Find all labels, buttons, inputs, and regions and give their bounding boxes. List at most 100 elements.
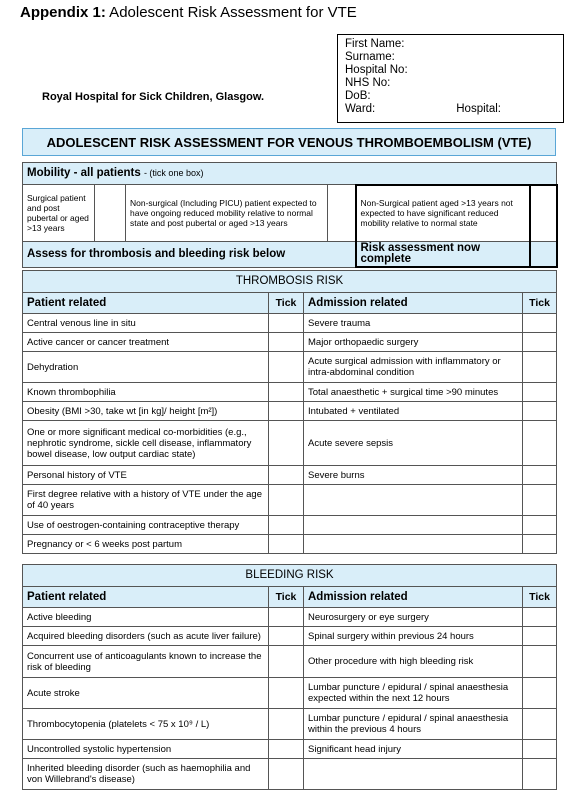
table-row: Uncontrolled systolic hypertension Signif… — [22, 739, 558, 759]
table-row: Active cancer or cancer treatment Major o… — [22, 332, 558, 352]
patient-risk-item: One or more significant medical co-morbi… — [22, 420, 269, 466]
col-admission-related: Admission related — [303, 292, 523, 314]
tick-box[interactable] — [268, 420, 304, 466]
col-tick: Tick — [268, 586, 304, 608]
assess-instruction: Assess for thrombosis and bleeding risk … — [22, 241, 356, 268]
bleeding-risk-title: BLEEDING RISK — [21, 564, 558, 587]
tick-box[interactable] — [268, 382, 304, 402]
tick-box[interactable] — [94, 184, 126, 242]
admission-risk-item: Neurosurgery or eye surgery — [303, 607, 523, 627]
table-row: Obesity (BMI >30, take wt [in kg]/ heigh… — [22, 401, 558, 421]
tick-box[interactable] — [521, 420, 558, 466]
admission-risk-item: Intubated + ventilated — [303, 401, 523, 421]
admission-risk-item: Severe trauma — [303, 313, 523, 333]
admission-risk-item — [303, 484, 523, 516]
table-row: Pregnancy or < 6 weeks post partum — [22, 534, 558, 554]
tick-box[interactable] — [521, 351, 558, 383]
patient-risk-item: Central venous line in situ — [22, 313, 269, 333]
tick-box[interactable] — [268, 758, 304, 790]
first-name-field[interactable]: First Name: — [345, 38, 405, 50]
tick-box[interactable] — [268, 332, 304, 352]
tick-box[interactable] — [268, 484, 304, 516]
patient-details-box: First Name: Surname: Hospital No: NHS No… — [337, 34, 564, 123]
table-row: Acquired bleeding disorders (such as acu… — [22, 626, 558, 646]
tick-box[interactable] — [521, 401, 558, 421]
tick-box[interactable] — [521, 465, 558, 485]
hospital-no-field[interactable]: Hospital No: — [345, 64, 408, 76]
admission-risk-item: Acute surgical admission with inflammato… — [303, 351, 523, 383]
tick-box[interactable] — [521, 382, 558, 402]
admission-risk-item: Spinal surgery within previous 24 hours — [303, 626, 523, 646]
col-tick: Tick — [268, 292, 304, 314]
tick-box[interactable] — [268, 401, 304, 421]
col-tick: Tick — [521, 586, 558, 608]
hospital-name: Royal Hospital for Sick Children, Glasgo… — [42, 91, 265, 103]
admission-risk-item: Severe burns — [303, 465, 523, 485]
tick-box[interactable] — [268, 626, 304, 646]
tick-box[interactable] — [268, 677, 304, 709]
table-row: One or more significant medical co-morbi… — [22, 420, 558, 466]
tick-box[interactable] — [268, 515, 304, 535]
tick-box[interactable] — [521, 313, 558, 333]
tick-box[interactable] — [268, 645, 304, 678]
patient-risk-item: Dehydration — [22, 351, 269, 383]
tick-box[interactable] — [521, 645, 558, 678]
assessment-complete-label: Risk assessment now complete — [354, 241, 531, 268]
mobility-option-surgical: Surgical patient and post pubertal or ag… — [22, 184, 95, 242]
tick-box[interactable] — [327, 184, 356, 242]
page-title: Appendix 1: Adolescent Risk Assessment f… — [20, 4, 357, 21]
admission-risk-item — [303, 515, 523, 535]
admission-risk-item: Significant head injury — [303, 739, 523, 759]
patient-risk-item: Uncontrolled systolic hypertension — [22, 739, 269, 759]
table-row: Personal history of VTE Severe burns — [22, 465, 558, 485]
tick-box[interactable] — [521, 534, 558, 554]
tick-box[interactable] — [268, 313, 304, 333]
tick-box[interactable] — [268, 465, 304, 485]
tick-box[interactable] — [268, 534, 304, 554]
tick-box[interactable] — [521, 677, 558, 709]
hospital-field[interactable]: Hospital: — [456, 103, 501, 115]
tick-box[interactable] — [521, 515, 558, 535]
table-row: Concurrent use of anticoagulants known t… — [22, 645, 558, 678]
mobility-title: Mobility - all patients — [27, 166, 141, 179]
ward-field[interactable]: Ward: — [345, 103, 376, 115]
admission-risk-item: Total anaesthetic + surgical time >90 mi… — [303, 382, 523, 402]
admission-risk-item: Lumbar puncture / epidural / spinal anae… — [303, 677, 523, 709]
mobility-hint: - (tick one box) — [143, 167, 204, 178]
table-row: Thrombocytopenia (platelets < 75 x 10⁹ /… — [22, 708, 558, 740]
table-row: Inherited bleeding disorder (such as hae… — [22, 758, 558, 790]
patient-risk-item: Inherited bleeding disorder (such as hae… — [22, 758, 269, 790]
patient-risk-item: Acquired bleeding disorders (such as acu… — [22, 626, 269, 646]
tick-box[interactable] — [521, 758, 558, 790]
patient-risk-item: Obesity (BMI >30, take wt [in kg]/ heigh… — [22, 401, 269, 421]
col-patient-related: Patient related — [22, 586, 269, 608]
dob-field[interactable]: DoB: — [345, 90, 371, 102]
table-row: Dehydration Acute surgical admission with… — [22, 351, 558, 383]
tick-box[interactable] — [528, 183, 558, 242]
patient-risk-item: Thrombocytopenia (platelets < 75 x 10⁹ /… — [22, 708, 269, 740]
tick-box[interactable] — [528, 241, 558, 268]
tick-box[interactable] — [521, 739, 558, 759]
patient-risk-item: Known thrombophilia — [22, 382, 269, 402]
tick-box[interactable] — [521, 332, 558, 352]
table-row: First degree relative with a history of … — [22, 484, 558, 516]
admission-risk-item — [303, 534, 523, 554]
thrombosis-risk-table: THROMBOSIS RISK Patient related Tick Adm… — [21, 270, 558, 554]
tick-box[interactable] — [521, 607, 558, 627]
tick-box[interactable] — [521, 484, 558, 516]
tick-box[interactable] — [268, 739, 304, 759]
patient-risk-item: Acute stroke — [22, 677, 269, 709]
tick-box[interactable] — [521, 626, 558, 646]
admission-risk-item: Lumbar puncture / epidural / spinal anae… — [303, 708, 523, 740]
nhs-no-field[interactable]: NHS No: — [345, 77, 391, 89]
surname-field[interactable]: Surname: — [345, 51, 395, 63]
tick-box[interactable] — [268, 607, 304, 627]
tick-box[interactable] — [268, 708, 304, 740]
table-row: Use of oestrogen-containing contraceptiv… — [22, 515, 558, 535]
tick-box[interactable] — [521, 708, 558, 740]
table-row: Active bleeding Neurosurgery or eye surge… — [22, 607, 558, 627]
table-row: Central venous line in situ Severe trauma — [22, 313, 558, 333]
patient-risk-item: First degree relative with a history of … — [22, 484, 269, 516]
admission-risk-item — [303, 758, 523, 790]
tick-box[interactable] — [268, 351, 304, 383]
